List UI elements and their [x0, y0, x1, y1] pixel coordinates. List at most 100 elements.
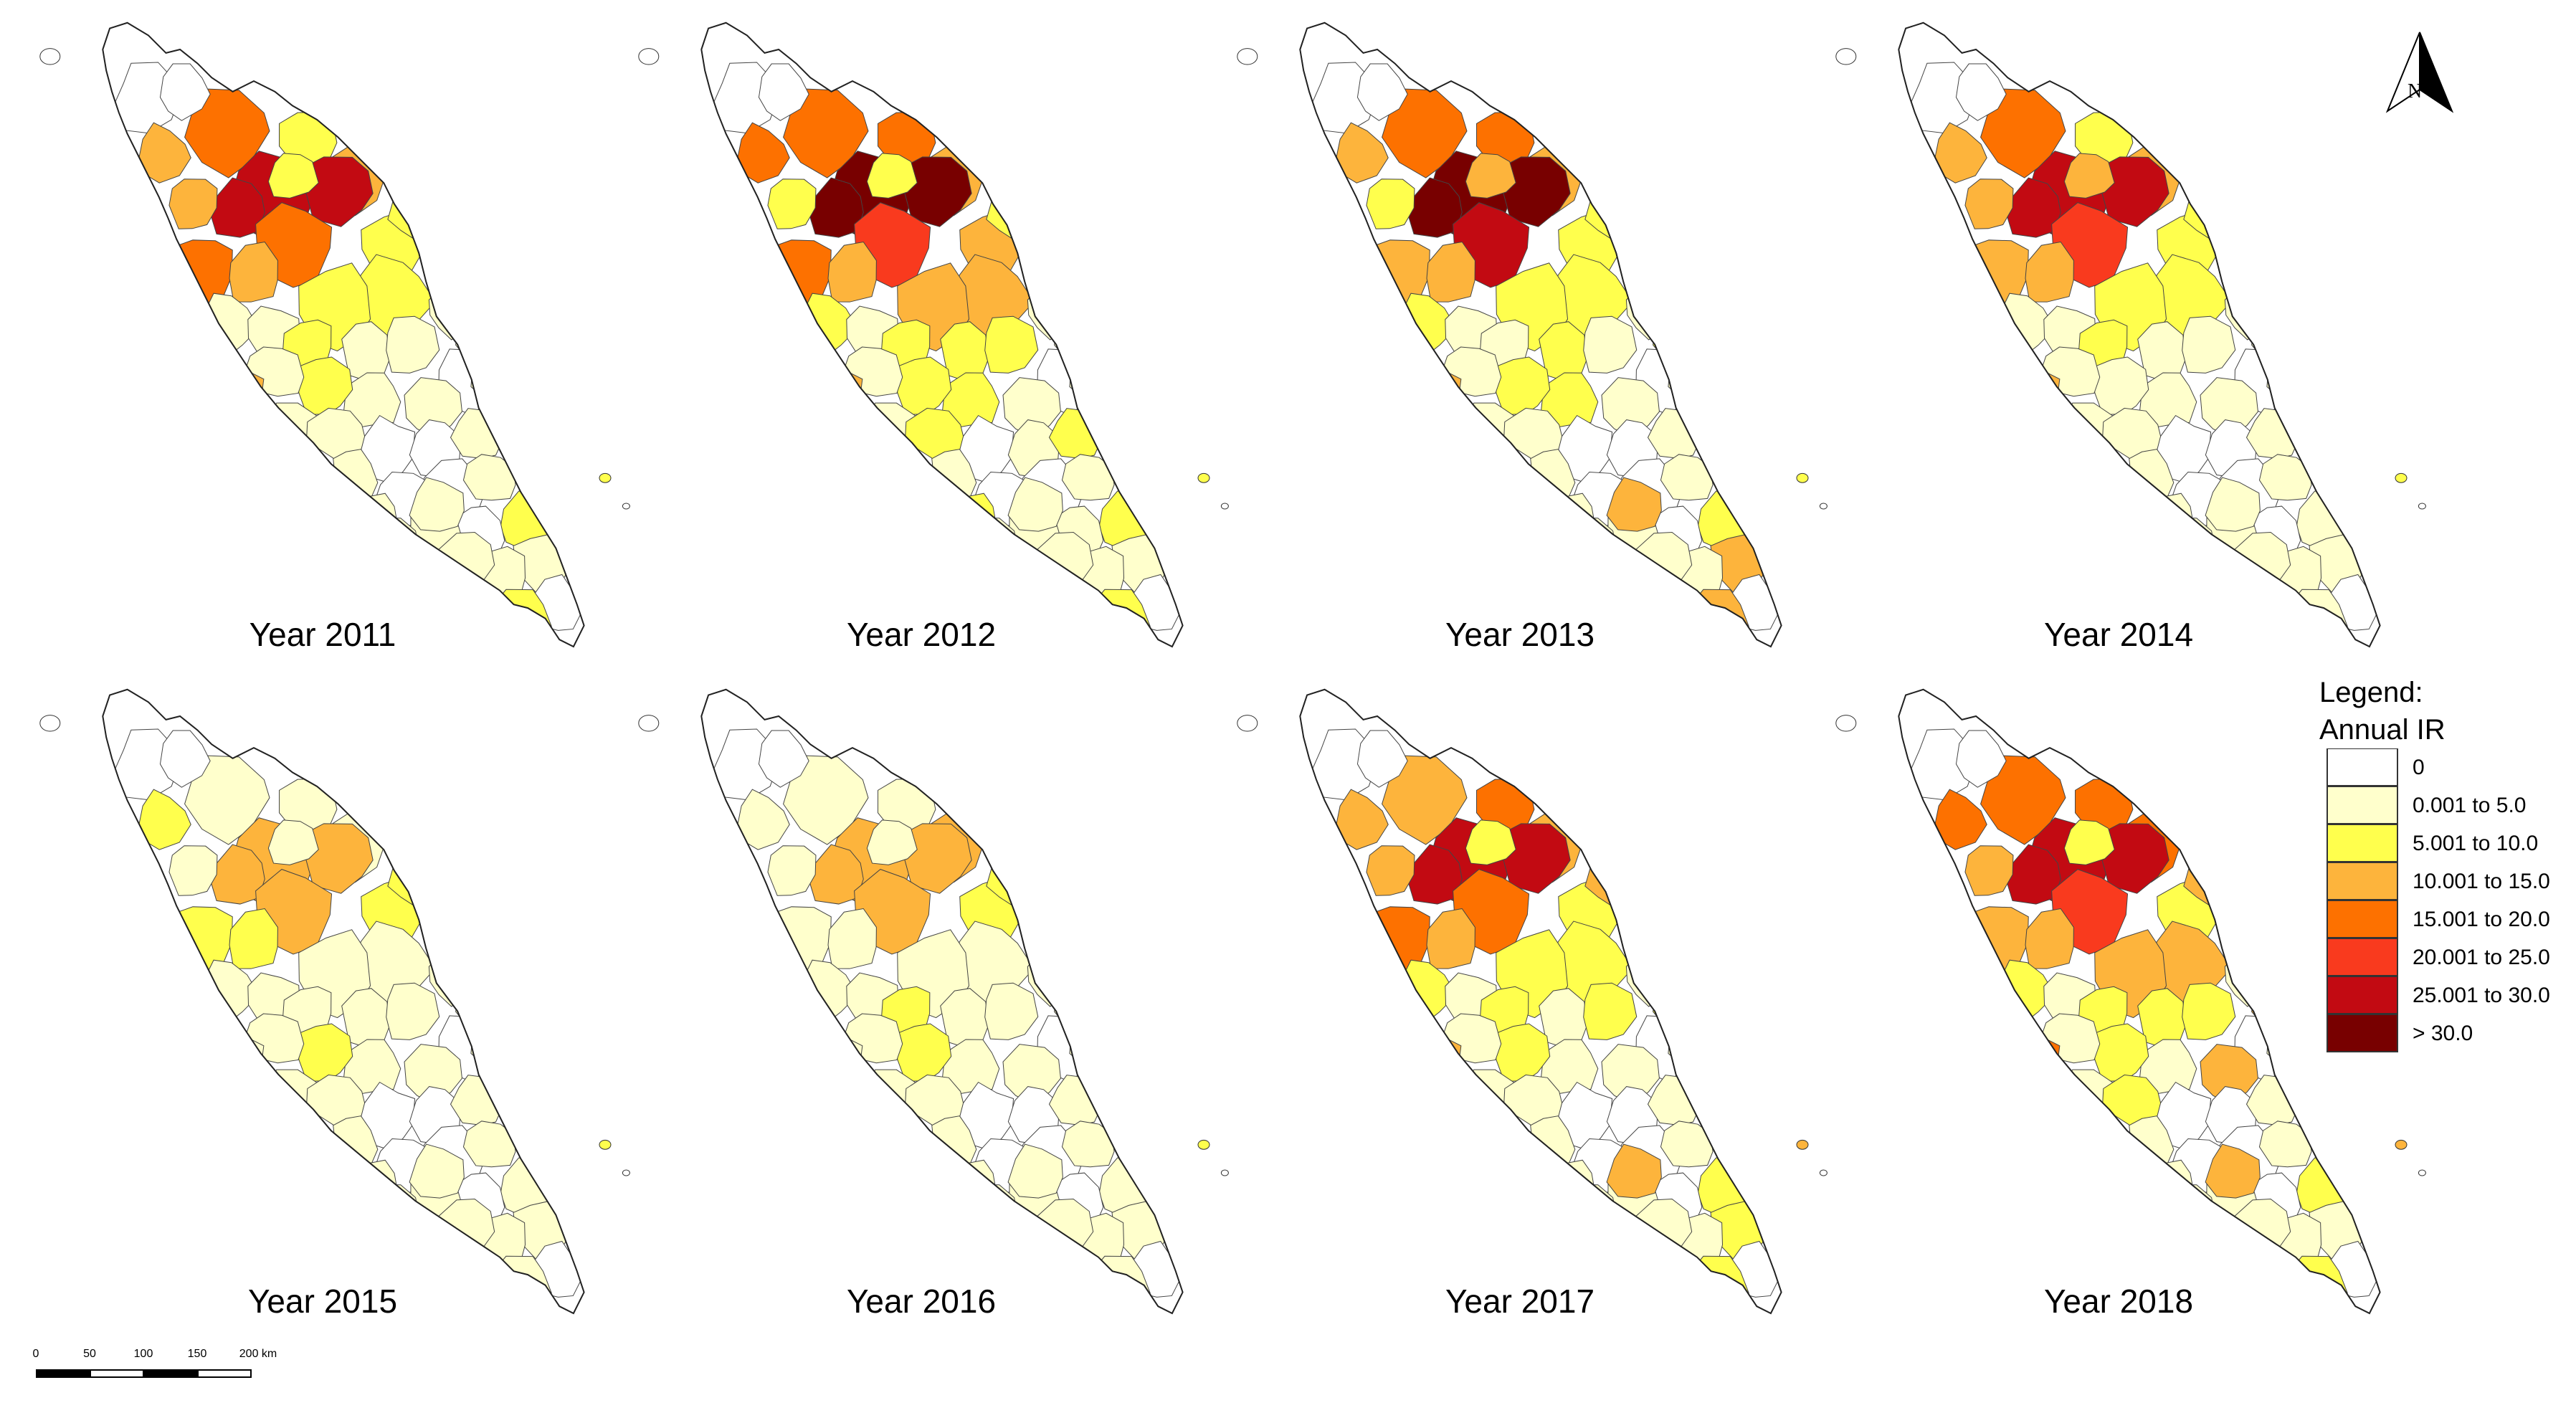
district — [137, 789, 191, 850]
district — [811, 1034, 863, 1085]
district — [907, 478, 959, 533]
district — [1668, 1022, 1710, 1067]
district — [159, 730, 211, 788]
district — [767, 845, 817, 896]
district — [1606, 1143, 1662, 1199]
district — [212, 1034, 265, 1085]
district — [783, 755, 869, 845]
coastline — [700, 688, 1184, 1315]
district — [2077, 1113, 2132, 1169]
scale-tick-200: 200 km — [239, 1348, 277, 1360]
district — [229, 241, 278, 303]
district — [168, 179, 218, 229]
district — [711, 863, 768, 918]
legend-swatch — [2327, 786, 2398, 824]
district — [758, 730, 809, 788]
north-arrow-icon — [2385, 32, 2454, 113]
district — [1069, 355, 1111, 401]
island — [1796, 472, 1809, 483]
district — [1541, 1159, 1595, 1214]
district — [827, 908, 877, 969]
district — [308, 478, 360, 533]
coastline — [1898, 688, 2381, 1315]
district — [1506, 1145, 1557, 1200]
district — [1606, 477, 1662, 532]
district — [113, 863, 169, 918]
district — [984, 315, 1039, 374]
map-panel — [638, 688, 1229, 1315]
district — [783, 88, 869, 179]
map-title-2016: Year 2016 — [846, 1283, 997, 1320]
legend-swatch — [2327, 748, 2398, 786]
district — [137, 122, 191, 184]
map-title-2011: Year 2011 — [249, 616, 396, 653]
legend-title: Legend: — [2319, 677, 2423, 708]
district — [2077, 446, 2132, 503]
legend-swatch — [2327, 938, 2398, 976]
district — [281, 1113, 336, 1169]
district — [2182, 315, 2236, 374]
district — [1980, 88, 2066, 179]
district — [2266, 1022, 2309, 1067]
district — [1382, 755, 1468, 845]
district — [2104, 478, 2156, 533]
scale-tick-100: 100 — [133, 1348, 153, 1360]
district — [2025, 908, 2074, 969]
district — [1069, 1022, 1111, 1067]
district — [212, 368, 265, 418]
island — [2395, 472, 2408, 483]
legend-classes: 0 0.001 to 5.0 5.001 to 10.0 10.001 to 15.0… — [2319, 748, 2563, 1052]
district — [1007, 477, 1063, 532]
district — [842, 346, 903, 397]
legend-swatch — [2327, 900, 2398, 938]
district — [1410, 368, 1462, 418]
district — [1478, 1113, 1534, 1169]
district — [2039, 1013, 2101, 1064]
district — [386, 315, 440, 374]
district — [784, 340, 836, 391]
legend-class: > 30.0 — [2327, 1014, 2563, 1052]
district — [1382, 88, 1468, 179]
district — [344, 493, 398, 548]
district — [1668, 355, 1710, 401]
district — [1440, 346, 1502, 397]
island — [39, 48, 61, 65]
coastline — [1299, 22, 1782, 648]
district — [2025, 241, 2074, 303]
legend-class: 0.001 to 5.0 — [2327, 786, 2563, 824]
district — [1933, 122, 1987, 184]
district — [2266, 355, 2309, 401]
island — [2395, 1139, 2408, 1150]
district — [943, 1159, 997, 1214]
legend-swatch — [2327, 862, 2398, 900]
district — [267, 819, 319, 865]
district — [784, 1007, 836, 1057]
island — [638, 715, 660, 732]
legend-class: 5.001 to 10.0 — [2327, 824, 2563, 862]
district — [1583, 315, 1638, 374]
district — [827, 241, 877, 303]
district — [267, 153, 319, 199]
district — [1366, 179, 1415, 229]
district — [767, 179, 817, 229]
legend-label: 0.001 to 5.0 — [2413, 793, 2527, 817]
district — [1955, 63, 2007, 121]
district — [907, 1145, 959, 1200]
district — [2104, 1145, 2156, 1200]
district — [1478, 446, 1534, 503]
coastline — [1299, 688, 1782, 1315]
district — [1334, 789, 1389, 850]
island — [1197, 472, 1210, 483]
island — [622, 503, 630, 510]
legend-label: > 30.0 — [2413, 1021, 2473, 1045]
district — [243, 346, 305, 397]
district — [2140, 493, 2194, 548]
island — [1220, 1169, 1229, 1176]
map-title-2018: Year 2018 — [2043, 1283, 2194, 1320]
district — [1583, 982, 1638, 1040]
scale-segment — [143, 1369, 198, 1378]
district — [2140, 1159, 2194, 1214]
district — [880, 1113, 935, 1169]
island — [1819, 503, 1828, 510]
